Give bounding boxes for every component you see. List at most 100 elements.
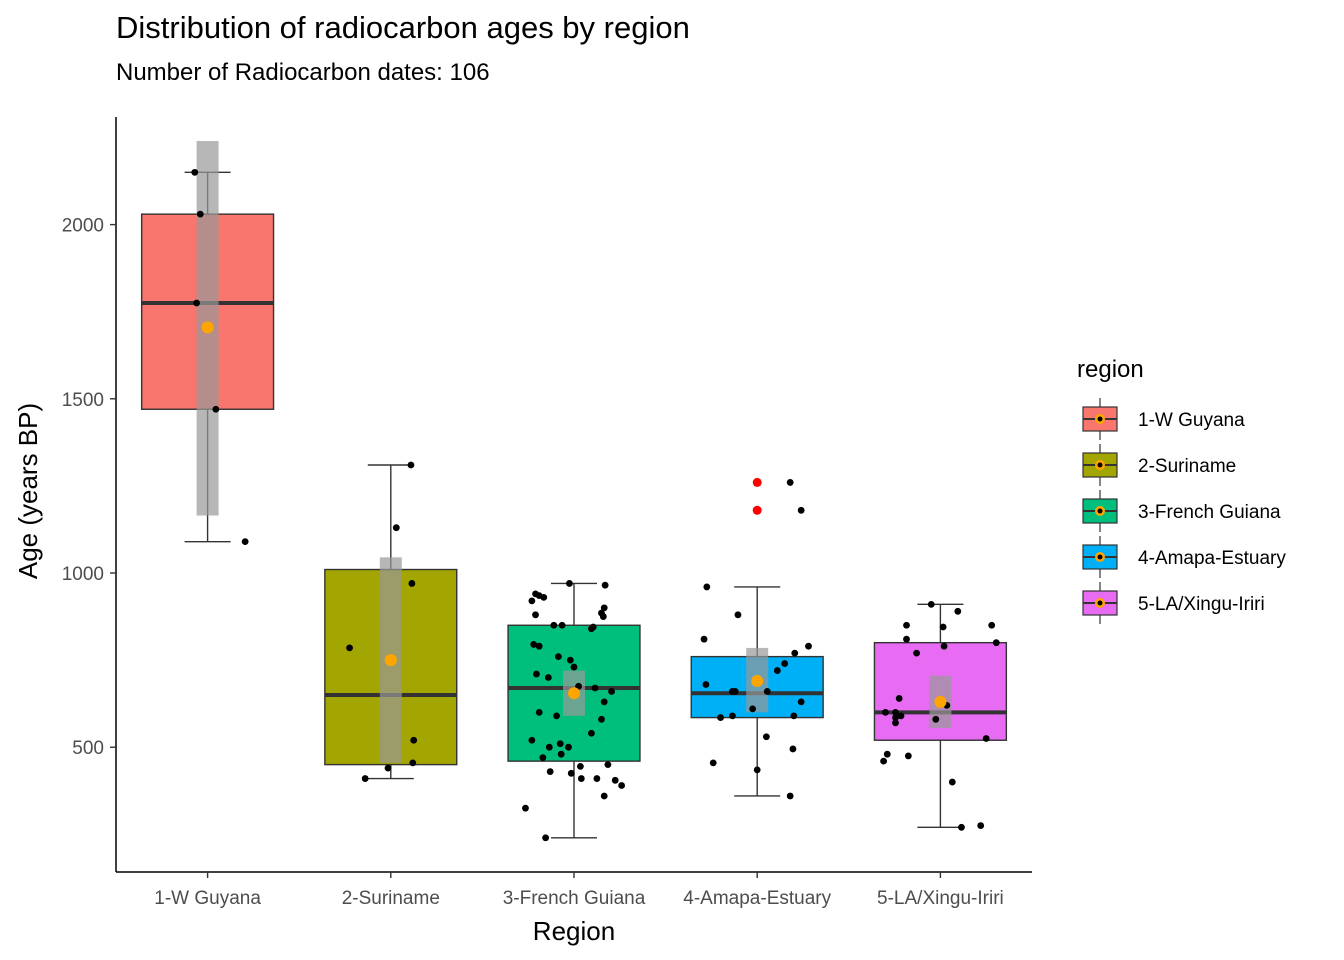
legend-title: region [1077, 356, 1144, 383]
data-point [702, 681, 710, 688]
legend-item-1: 1-W Guyana [1082, 398, 1245, 440]
legend: region 1-W Guyana 2-Suriname 3-French Guia… [1077, 356, 1286, 624]
legend-key-point [1097, 554, 1103, 560]
x-axis-title: Region [533, 916, 615, 946]
legend-key-point [1097, 600, 1103, 606]
data-point [540, 593, 548, 601]
data-point [988, 621, 996, 629]
data-point [528, 736, 536, 744]
data-point [545, 743, 553, 751]
data-point [805, 642, 812, 650]
legend-item-5: 5-LA/Xingu-Iriri [1082, 582, 1265, 624]
mean-point [384, 654, 397, 667]
data-point [773, 667, 781, 674]
data-point [361, 775, 369, 782]
data-point [600, 792, 608, 800]
outlier-point [752, 477, 762, 487]
legend-item-4: 4-Amapa-Estuary [1082, 536, 1286, 578]
data-point [522, 804, 529, 812]
data-point [544, 674, 552, 681]
data-point [566, 580, 573, 587]
x-tick-label: 2-Suriname [342, 888, 440, 909]
data-point [530, 641, 538, 648]
data-point [528, 597, 536, 605]
x-tick-label: 4-Amapa-Estuary [683, 888, 831, 909]
data-point [749, 705, 757, 713]
data-point [895, 695, 903, 702]
data-point [589, 623, 597, 631]
box-group-4 [690, 477, 824, 800]
data-point [570, 663, 578, 671]
data-point [789, 745, 797, 753]
legend-label: 2-Suriname [1138, 456, 1236, 477]
mean-point [568, 687, 580, 700]
y-tick-label: 1000 [62, 564, 104, 585]
x-tick-label: 1-W Guyana [154, 888, 261, 909]
data-point [193, 299, 201, 307]
box-group-2 [324, 461, 458, 782]
x-tick-label: 3-French Guiana [503, 888, 646, 909]
data-point [927, 600, 935, 608]
data-point [558, 621, 566, 629]
data-point [577, 775, 585, 782]
y-tick-label: 2000 [62, 216, 104, 237]
box-group-3 [507, 580, 641, 842]
mean-point [934, 695, 947, 708]
data-point [892, 708, 899, 716]
data-point [882, 708, 889, 716]
data-point [408, 580, 416, 587]
data-point [880, 757, 888, 765]
ticks-layer: 500 1000 1500 2000 1-W Guyana 2-Suriname 3-Fre… [62, 216, 1004, 909]
data-point [241, 538, 249, 546]
outlier-point [752, 505, 762, 515]
legend-key-point [1097, 416, 1103, 422]
data-point [196, 210, 204, 218]
legend-label: 5-LA/Xingu-Iriri [1138, 594, 1265, 615]
data-point [763, 688, 771, 695]
legend-label: 1-W Guyana [1138, 410, 1245, 431]
data-point [567, 769, 575, 777]
data-point [599, 613, 607, 620]
y-tick-label: 1500 [62, 390, 104, 411]
x-tick-label: 5-LA/Xingu-Iriri [877, 888, 1004, 909]
data-point [542, 834, 550, 842]
data-point [553, 712, 560, 720]
legend-label: 4-Amapa-Estuary [1138, 548, 1286, 569]
y-axis-title: Age (years BP) [13, 403, 43, 579]
legend-item-2: 2-Suriname [1082, 444, 1236, 486]
data-point [797, 698, 805, 706]
box-group-1 [140, 140, 275, 546]
data-point [535, 642, 543, 650]
data-point [409, 759, 417, 767]
boxes-layer [140, 140, 1008, 842]
data-point [593, 775, 601, 782]
data-point [940, 642, 948, 650]
data-point [600, 698, 608, 706]
data-point [731, 688, 739, 695]
data-point [892, 714, 899, 721]
data-point [903, 621, 910, 629]
data-point [797, 506, 805, 514]
data-point [903, 635, 910, 643]
data-point [407, 461, 415, 469]
data-point [892, 719, 899, 727]
mean-point [751, 675, 764, 688]
chart-subtitle: Number of Radiocarbon dates: 106 [116, 59, 490, 86]
data-point [992, 639, 1000, 647]
data-point [566, 656, 574, 664]
data-point [948, 778, 956, 786]
data-point [577, 762, 584, 770]
data-point [790, 712, 798, 720]
data-point [600, 604, 608, 612]
data-point [555, 653, 562, 661]
data-point [550, 621, 558, 629]
data-point [532, 611, 539, 619]
data-point [932, 715, 940, 723]
data-point [556, 740, 564, 748]
data-point [734, 611, 742, 619]
data-point [618, 782, 626, 789]
data-point [533, 670, 540, 678]
data-point [212, 405, 220, 413]
data-point [611, 776, 619, 784]
